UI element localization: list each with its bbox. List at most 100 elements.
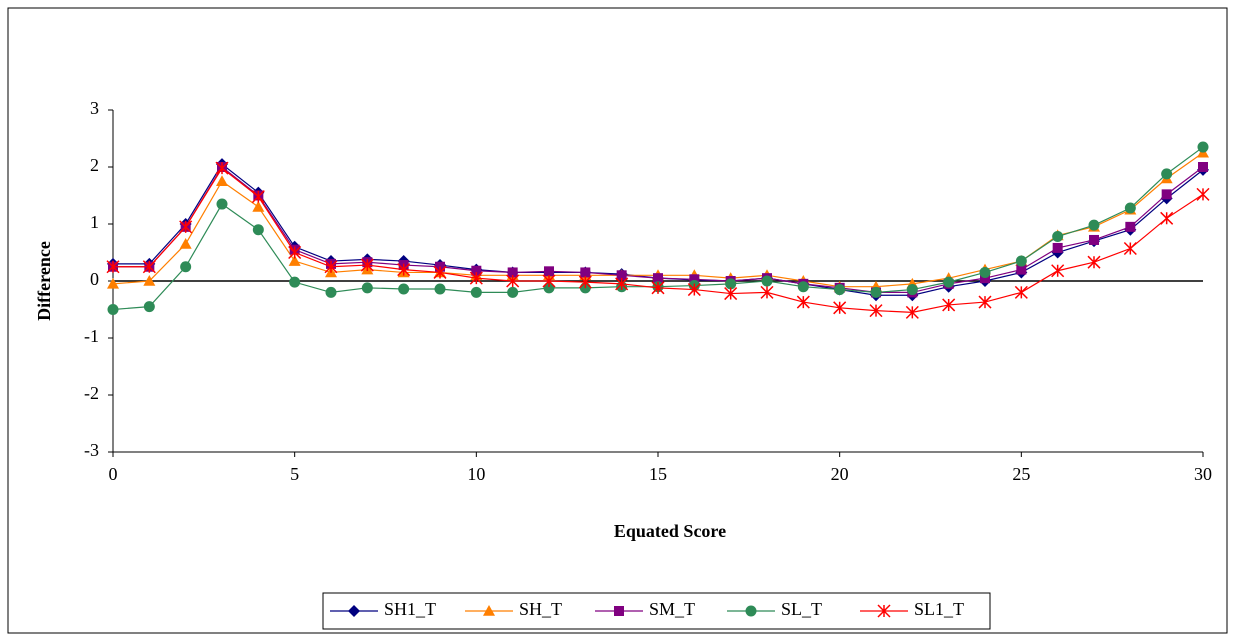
data-point [142,260,156,274]
data-point [980,273,990,284]
data-point [1198,162,1208,172]
data-point [651,281,665,295]
data-point [106,260,120,274]
legend-label: SL1_T [914,599,964,619]
data-point [180,261,192,273]
data-point [1124,202,1136,214]
data-point [507,267,518,278]
data-point [1016,264,1027,275]
data-point [215,161,229,175]
y-tick-label: 2 [90,155,99,175]
data-point [724,287,738,301]
data-point [943,276,955,288]
x-tick-label: 10 [467,464,485,484]
data-point [433,265,447,279]
data-point [689,274,700,285]
x-tick-label: 25 [1012,464,1030,484]
data-point [906,284,918,296]
data-point [397,263,411,277]
legend-marker [614,606,624,616]
data-point [796,295,810,309]
legend-label: SL_T [781,599,822,619]
x-tick-label: 5 [290,464,299,484]
data-point [869,304,883,318]
data-point [797,281,809,293]
data-point [1125,221,1136,232]
x-tick-label: 30 [1194,464,1212,484]
data-point [434,283,446,295]
data-point [471,265,482,276]
data-point [1160,211,1174,225]
data-point [725,278,737,290]
data-point [1123,241,1137,256]
y-tick-label: -1 [84,326,99,346]
data-point [1014,285,1028,299]
legend-marker [877,604,891,618]
x-axis-label: Equated Score [614,521,726,541]
data-point [252,224,264,236]
legend-label: SH_T [519,599,562,619]
x-tick-label: 15 [649,464,667,484]
data-point [288,245,302,260]
data-point [580,267,591,278]
y-tick-label: 1 [90,212,99,232]
data-point [179,220,193,234]
data-point [1052,231,1064,243]
y-tick-label: 0 [90,269,99,289]
data-point [544,266,554,277]
data-point [1052,242,1063,253]
data-point [216,198,228,210]
data-point [542,274,556,288]
data-point [870,286,882,298]
data-point [615,277,629,291]
data-point [506,274,520,288]
data-point [251,190,265,204]
data-point [942,298,956,312]
data-point [143,301,155,313]
x-tick-label: 20 [831,464,849,484]
data-point [761,275,773,287]
data-point [325,286,337,298]
data-point [1161,189,1172,200]
data-point [361,282,373,294]
data-point [834,284,846,296]
data-point [1051,264,1065,278]
data-point [360,258,374,272]
data-point [1089,234,1099,245]
data-point [1088,219,1100,231]
y-tick-label: 3 [90,98,99,118]
y-tick-label: -2 [84,383,99,403]
data-point [578,275,592,289]
chart-frame [7,7,1228,634]
data-point [1015,255,1027,267]
data-point [398,283,410,295]
data-point [107,277,119,289]
legend-marker [745,605,757,617]
data-point [1196,187,1210,201]
data-point [470,286,482,298]
data-point [1087,255,1101,269]
data-point [687,283,701,297]
data-point [653,273,663,284]
legend-label: SH1_T [384,599,436,619]
legend-marker [483,605,495,616]
data-point [1197,141,1209,153]
data-point [833,301,847,315]
data-point [143,275,156,286]
data-point [760,285,774,299]
data-point [905,305,919,319]
data-point [978,295,992,309]
data-point [324,260,338,274]
data-point [543,282,555,294]
data-point [107,304,119,315]
data-point [288,255,301,266]
data-point [616,270,627,281]
data-point [252,200,265,212]
data-point [216,175,228,187]
data-point [507,286,519,298]
data-point [469,271,483,285]
x-tick-label: 0 [109,464,118,484]
y-tick-label: -3 [84,440,99,460]
data-point [289,276,301,288]
data-point [179,237,192,249]
